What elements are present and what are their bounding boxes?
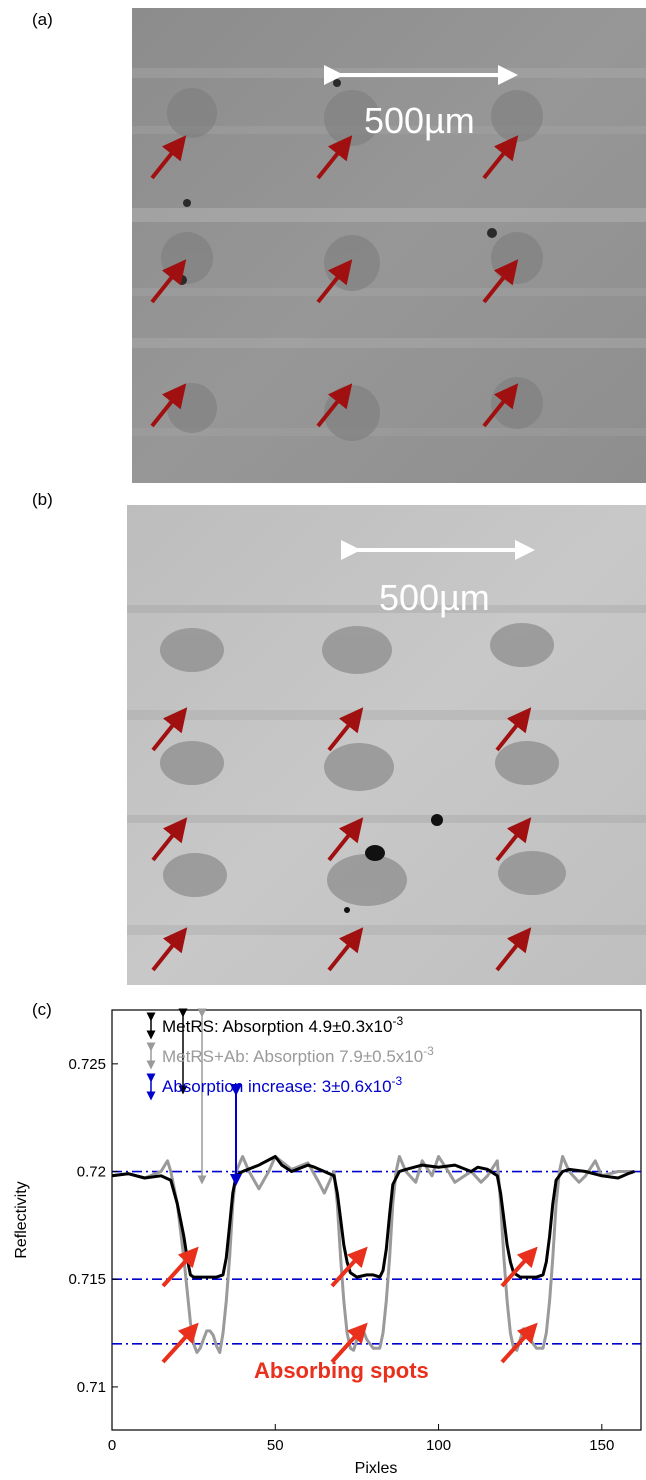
panel-b-label: (b) [32, 490, 53, 509]
legend-metrs: MetRS: Absorption 4.9±0.3x10-3 [162, 1014, 403, 1036]
x-tick-label: 100 [426, 1437, 451, 1454]
micrograph-b: 500µm [127, 505, 646, 985]
spot-arrow [330, 1322, 368, 1364]
spot-arrow [500, 1322, 538, 1364]
spot-arrow [330, 1246, 368, 1288]
legend: MetRS: Absorption 4.9±0.3x10-3 MetRS+Ab:… [146, 1012, 434, 1101]
y-tick-label: 0.72 [77, 1164, 106, 1181]
x-tick-label: 150 [589, 1437, 614, 1454]
micrograph-b-image: 500µm [127, 505, 646, 985]
y-tick-label: 0.725 [68, 1056, 106, 1073]
legend-increase: Absorption increase: 3±0.6x10-3 [162, 1074, 403, 1096]
y-axis-label: Reflectivity [13, 1181, 30, 1258]
reflectivity-chart: 0 50 100 150 0.71 0.715 0.72 0.725 MetRS: Absor… [13, 1008, 642, 1477]
series-line-metrs [111, 1155, 635, 1279]
micrograph-a: 500µm [132, 8, 646, 483]
scale-bar-label-b: 500µm [379, 577, 490, 618]
spot-arrow [161, 1246, 199, 1288]
spot-arrows [161, 1246, 538, 1364]
panel-c-label: (c) [32, 1000, 52, 1019]
spot-arrow [500, 1246, 538, 1288]
legend-metrs-ab: MetRS+Ab: Absorption 7.9±0.5x10-3 [162, 1044, 434, 1066]
scale-bar-label-a: 500µm [364, 100, 475, 141]
spot-arrow [161, 1322, 199, 1364]
micrograph-a-image: 500µm [132, 8, 646, 483]
absorbing-spots-label: Absorbing spots [254, 1358, 429, 1383]
y-tick-label: 0.71 [77, 1379, 106, 1396]
x-axis-label: Pixles [355, 1460, 398, 1477]
x-tick-label: 0 [108, 1437, 116, 1454]
y-tick-label: 0.715 [68, 1271, 106, 1288]
panel-a-label: (a) [32, 10, 53, 29]
x-tick-label: 50 [267, 1437, 284, 1454]
axis-ticks: 0 50 100 150 0.71 0.715 0.72 0.725 [68, 1056, 614, 1454]
